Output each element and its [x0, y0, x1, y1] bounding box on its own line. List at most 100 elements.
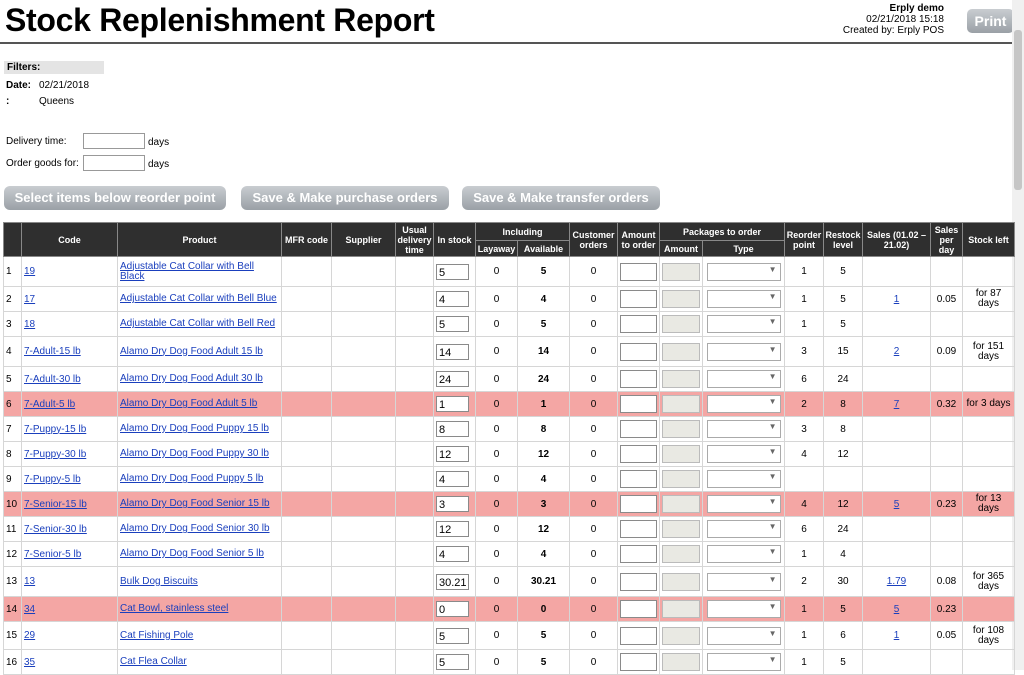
package-type-select[interactable]: ▼	[706, 445, 781, 463]
in-stock-input[interactable]: 3	[436, 496, 469, 512]
product-link[interactable]: Cat Flea Collar	[120, 656, 187, 667]
col-package-type[interactable]: Type	[702, 240, 785, 257]
package-amount-input[interactable]	[662, 495, 700, 513]
package-amount-input[interactable]	[662, 470, 700, 488]
in-stock-input[interactable]: 5	[436, 654, 469, 670]
in-stock-input[interactable]: 30.21	[436, 573, 469, 590]
product-link[interactable]: Alamo Dry Dog Food Puppy 15 lb	[120, 423, 269, 434]
col-layaway[interactable]: Layaway	[475, 240, 518, 257]
col-reorder-point[interactable]: Reorder point	[784, 222, 824, 257]
code-link[interactable]: 7-Senior-30 lb	[24, 523, 87, 535]
product-link[interactable]: Alamo Dry Dog Food Senior 5 lb	[120, 548, 264, 559]
save-purchase-orders-button[interactable]: Save & Make purchase orders	[241, 186, 449, 210]
amount-to-order-input[interactable]	[620, 470, 657, 488]
sales-link[interactable]: 1	[893, 630, 900, 641]
code-link[interactable]: 7-Adult-30 lb	[24, 373, 81, 385]
col-amount-to-order[interactable]: Amount to order	[617, 222, 660, 257]
in-stock-input[interactable]: 24	[436, 371, 469, 387]
sales-link[interactable]: 1	[893, 293, 900, 305]
package-type-select[interactable]: ▼	[706, 370, 781, 388]
col-product[interactable]: Product	[117, 222, 282, 257]
amount-to-order-input[interactable]	[620, 600, 657, 618]
package-type-select[interactable]: ▼	[706, 520, 781, 538]
col-available[interactable]: Available	[517, 240, 570, 257]
code-link[interactable]: 7-Puppy-5 lb	[24, 473, 81, 485]
sales-link[interactable]: 7	[893, 398, 900, 410]
product-link[interactable]: Adjustable Cat Collar with Bell Red	[120, 318, 276, 329]
code-link[interactable]: 7-Puppy-15 lb	[24, 423, 87, 435]
code-link[interactable]: 29	[24, 630, 36, 641]
package-amount-input[interactable]	[662, 342, 700, 361]
package-amount-input[interactable]	[662, 315, 700, 333]
product-link[interactable]: Cat Fishing Pole	[120, 629, 194, 641]
col-in-stock[interactable]: In stock	[433, 222, 476, 257]
in-stock-input[interactable]: 8	[436, 421, 469, 437]
amount-to-order-input[interactable]	[620, 445, 657, 463]
code-link[interactable]: 35	[24, 656, 36, 668]
col-stock-left[interactable]: Stock left	[962, 222, 1015, 257]
amount-to-order-input[interactable]	[620, 626, 657, 645]
product-link[interactable]: Alamo Dry Dog Food Senior 15 lb	[120, 498, 270, 509]
sales-link[interactable]: 5	[893, 603, 900, 615]
amount-to-order-input[interactable]	[620, 342, 657, 361]
product-link[interactable]: Alamo Dry Dog Food Adult 30 lb	[120, 373, 263, 384]
package-amount-input[interactable]	[662, 572, 700, 591]
sales-link[interactable]: 2	[893, 346, 900, 357]
package-type-select[interactable]: ▼	[706, 420, 781, 438]
product-link[interactable]: Alamo Dry Dog Food Adult 15 lb	[120, 345, 263, 357]
col-sales[interactable]: Sales (01.02 – 21.02)	[862, 222, 931, 257]
vertical-scrollbar[interactable]	[1012, 0, 1024, 670]
sales-link[interactable]: 1.79	[886, 576, 907, 587]
col-usual-delivery[interactable]: Usual delivery time	[395, 222, 434, 257]
col-sales-per-day[interactable]: Sales per day	[930, 222, 963, 257]
code-link[interactable]: 18	[24, 318, 36, 330]
package-type-select[interactable]: ▼	[706, 342, 781, 361]
order-goods-input[interactable]	[83, 155, 145, 171]
package-type-select[interactable]: ▼	[706, 290, 781, 308]
in-stock-input[interactable]: 1	[436, 396, 469, 412]
col-mfr-code[interactable]: MFR code	[281, 222, 332, 257]
in-stock-input[interactable]: 12	[436, 446, 469, 462]
col-customer-orders[interactable]: Customer orders	[569, 222, 618, 257]
in-stock-input[interactable]: 14	[436, 343, 469, 360]
col-supplier[interactable]: Supplier	[331, 222, 396, 257]
package-type-select[interactable]: ▼	[706, 315, 781, 333]
amount-to-order-input[interactable]	[620, 290, 657, 308]
amount-to-order-input[interactable]	[620, 315, 657, 333]
package-type-select[interactable]: ▼	[706, 262, 781, 281]
package-amount-input[interactable]	[662, 262, 700, 281]
package-amount-input[interactable]	[662, 445, 700, 463]
amount-to-order-input[interactable]	[620, 395, 657, 413]
package-type-select[interactable]: ▼	[706, 653, 781, 671]
package-type-select[interactable]: ▼	[706, 545, 781, 563]
package-amount-input[interactable]	[662, 370, 700, 388]
package-type-select[interactable]: ▼	[706, 600, 781, 618]
amount-to-order-input[interactable]	[620, 370, 657, 388]
col-package-amount[interactable]: Amount	[659, 240, 703, 257]
product-link[interactable]: Bulk Dog Biscuits	[120, 575, 198, 587]
col-code[interactable]: Code	[21, 222, 118, 257]
product-link[interactable]: Cat Bowl, stainless steel	[120, 603, 229, 614]
package-amount-input[interactable]	[662, 290, 700, 308]
product-link[interactable]: Adjustable Cat Collar with Bell Blue	[120, 293, 277, 304]
save-transfer-orders-button[interactable]: Save & Make transfer orders	[462, 186, 660, 210]
amount-to-order-input[interactable]	[620, 653, 657, 671]
package-amount-input[interactable]	[662, 653, 700, 671]
package-type-select[interactable]: ▼	[706, 495, 781, 513]
amount-to-order-input[interactable]	[620, 262, 657, 281]
col-restock-level[interactable]: Restock level	[823, 222, 863, 257]
in-stock-input[interactable]: 4	[436, 546, 469, 562]
in-stock-input[interactable]: 4	[436, 291, 469, 307]
delivery-time-input[interactable]	[83, 133, 145, 149]
package-amount-input[interactable]	[662, 395, 700, 413]
amount-to-order-input[interactable]	[620, 545, 657, 563]
in-stock-input[interactable]: 4	[436, 471, 469, 487]
select-below-reorder-button[interactable]: Select items below reorder point	[4, 186, 226, 210]
package-amount-input[interactable]	[662, 626, 700, 645]
product-link[interactable]: Adjustable Cat Collar with Bell Black	[120, 260, 254, 282]
package-type-select[interactable]: ▼	[706, 572, 781, 591]
package-amount-input[interactable]	[662, 420, 700, 438]
package-type-select[interactable]: ▼	[706, 626, 781, 645]
code-link[interactable]: 7-Adult-15 lb	[24, 346, 81, 357]
amount-to-order-input[interactable]	[620, 420, 657, 438]
